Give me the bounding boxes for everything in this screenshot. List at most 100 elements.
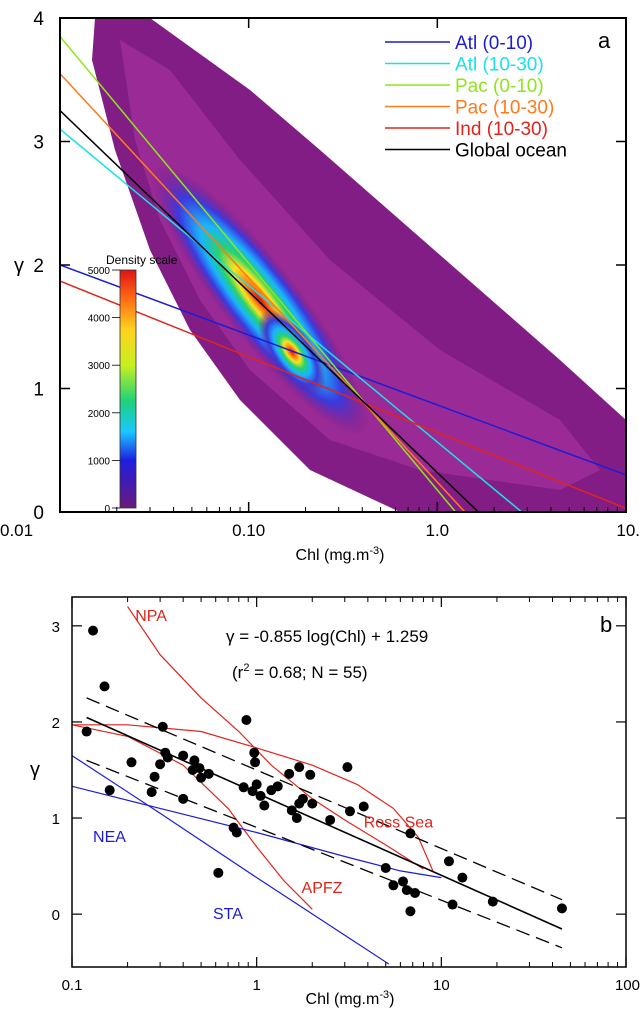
regression-equation: γ = -0.855 log(Chl) + 1.259: [226, 627, 428, 646]
line-series-1: [60, 128, 523, 512]
data-point-34: [305, 769, 316, 780]
line-series-5: [60, 110, 479, 512]
curve-3: [72, 785, 442, 879]
legend-label-5: Global ocean: [455, 141, 567, 162]
curve-0: [127, 606, 424, 870]
curve-4: [72, 755, 390, 965]
plot-frame-b: [71, 596, 627, 968]
curve-label-2: APFZ: [302, 880, 343, 897]
data-point-7: [155, 759, 166, 770]
y-axis-label-b: γ: [30, 759, 40, 781]
data-point-19: [238, 782, 249, 793]
data-point-36: [342, 762, 353, 773]
y-tick-label-b-1: 1: [52, 811, 60, 828]
data-point-47: [457, 872, 468, 883]
panel-label-a: a: [598, 28, 611, 53]
data-point-22: [249, 747, 260, 758]
line-series-0: [60, 264, 626, 476]
data-point-35: [325, 814, 336, 825]
data-point-37: [344, 806, 355, 817]
data-point-0: [81, 726, 92, 737]
data-point-15: [196, 772, 207, 783]
x-tick-label-a-3: 10.: [616, 521, 640, 540]
density-scale-ticks: 0 1000 2000 3000 4000 5000: [88, 266, 120, 515]
panel-b: 0.1 1 10 100 0 1 2 3 NPA Ross Sea APFZ NEA STA b γ …: [30, 596, 640, 1008]
panel-a: 0.01 0.10 1.0 10. 0 1 2 3 4 Atl (0-10)Atl (10-30…: [0, 9, 640, 564]
y-tick-label-a-3: 3: [33, 133, 44, 154]
confidence-band-lower: [86, 759, 563, 949]
data-point-18: [231, 827, 242, 838]
regression-lines: [60, 36, 626, 512]
data-point-54: [405, 828, 416, 839]
y-tick-label-a-2: 2: [33, 256, 44, 277]
data-point-53: [307, 798, 318, 809]
data-point-24: [251, 779, 262, 790]
density-hot-core: [258, 309, 326, 395]
density-scale: Density scale 0 1000 2000 3000 4000 5000: [88, 253, 178, 515]
x-axis-label-b-sup: -3: [379, 989, 389, 1001]
x-tick-label-b-3: 100: [615, 977, 640, 994]
curve-label-1: Ross Sea: [364, 815, 433, 832]
legend-label-3: Pac (10-30): [455, 98, 554, 119]
data-point-3: [104, 785, 115, 796]
density-tick-label-0: 0: [104, 504, 110, 515]
x-axis-label-a-text: Chl (mg.m: [296, 547, 370, 564]
data-point-50: [178, 793, 189, 804]
curve-2: [72, 724, 313, 910]
line-series-4: [60, 280, 626, 509]
legend-label-0: Atl (0-10): [455, 33, 533, 54]
x-tick-label-a-1: 0.10: [232, 521, 265, 540]
axes-a: 0.01 0.10 1.0 10. 0 1 2 3 4: [0, 9, 640, 540]
legend-label-2: Pac (0-10): [455, 76, 544, 97]
data-point-46: [447, 899, 458, 910]
axes-b: 0.1 1 10 100 0 1 2 3: [52, 597, 640, 994]
data-point-42: [401, 885, 412, 896]
density-tick-label-5: 5000: [88, 266, 111, 277]
data-point-52: [294, 798, 305, 809]
data-point-25: [255, 790, 266, 801]
x-axis-label-a: Chl (mg.m-3): [296, 545, 385, 564]
data-point-8: [157, 721, 168, 732]
x-axis-label-a-sup: -3: [369, 545, 379, 557]
regression-stats-sup: 2: [243, 662, 249, 674]
data-point-39: [380, 863, 391, 874]
data-point-29: [284, 768, 295, 779]
density-tick-label-1: 1000: [88, 456, 111, 467]
data-point-6: [149, 771, 160, 782]
regression-stats-suffix: = 0.68; N = 55): [249, 663, 367, 682]
x-tick-label-b-0: 0.1: [62, 977, 83, 994]
data-point-14: [194, 763, 205, 774]
panel-label-b: b: [600, 612, 612, 637]
density-scale-title: Density scale: [106, 253, 178, 267]
scatter-content: [72, 606, 567, 965]
y-tick-label-b-3: 3: [52, 619, 60, 636]
data-point-26: [259, 800, 270, 811]
data-point-13: [189, 755, 200, 766]
data-point-20: [241, 715, 252, 726]
legend-label-1: Atl (10-30): [455, 55, 544, 76]
regression-stats: (r2 = 0.68; N = 55): [232, 662, 368, 682]
data-point-10: [162, 752, 173, 763]
regression-stats-prefix: (r: [232, 663, 244, 682]
data-point-16: [213, 867, 224, 878]
data-point-40: [388, 880, 399, 891]
density-tick-label-4: 4000: [88, 314, 111, 325]
data-point-23: [250, 757, 261, 768]
x-tick-label-b-2: 10: [433, 977, 450, 994]
data-point-2: [99, 681, 110, 692]
data-point-30: [286, 805, 297, 816]
density-cloud-core: [120, 40, 600, 490]
data-point-38: [358, 801, 369, 812]
data-point-43: [405, 906, 416, 917]
data-point-5: [146, 787, 157, 798]
data-point-49: [556, 903, 567, 914]
x-tick-label-a-0: 0.01: [0, 521, 33, 540]
y-tick-label-b-2: 2: [52, 715, 60, 732]
curve-label-0: NPA: [135, 608, 167, 625]
confidence-band-upper: [86, 697, 563, 901]
data-point-1: [88, 625, 99, 636]
data-point-28: [272, 781, 283, 792]
x-axis-label-a-end: ): [379, 547, 384, 564]
y-tick-label-a-0: 0: [33, 503, 44, 524]
data-point-31: [291, 813, 302, 824]
